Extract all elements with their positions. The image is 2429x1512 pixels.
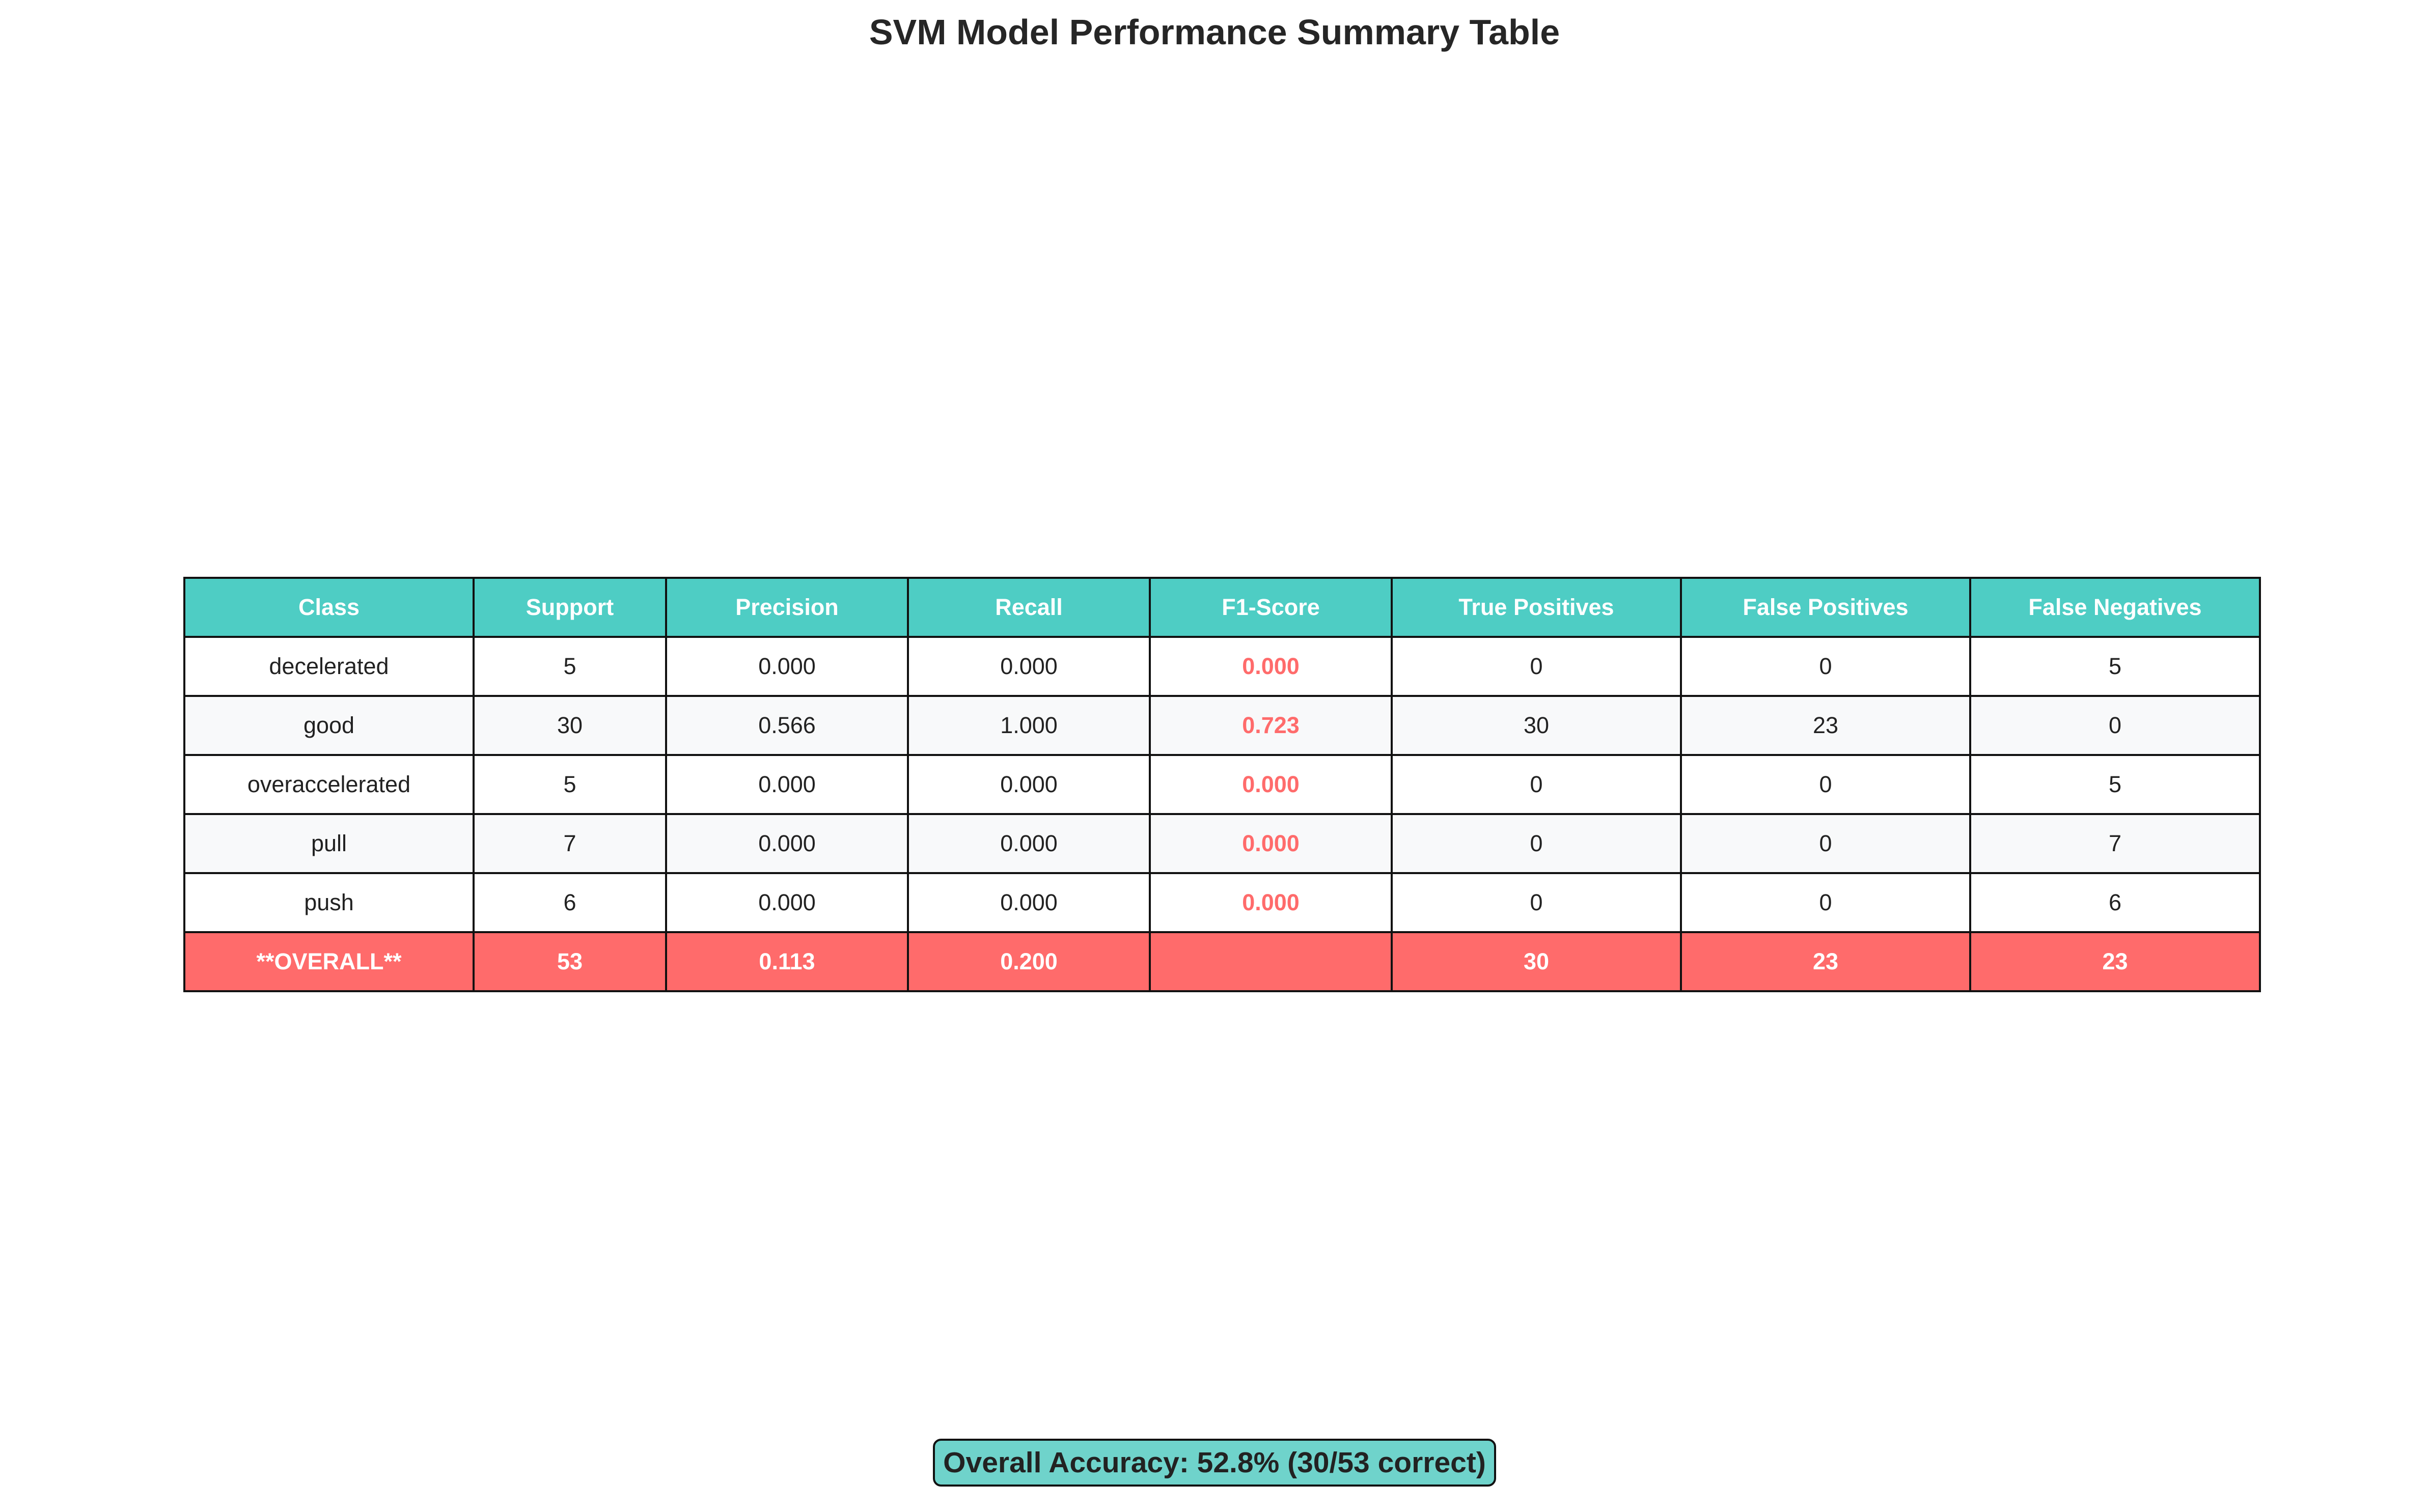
table-cell: 0 xyxy=(1680,754,1971,815)
header-cell: Recall xyxy=(907,577,1151,638)
f1-score-cell: 0.723 xyxy=(1149,695,1393,756)
overall-cell: 0.200 xyxy=(907,931,1151,992)
overall-cell: 23 xyxy=(1680,931,1971,992)
table-cell: 23 xyxy=(1680,695,1971,756)
f1-score-cell: 0.000 xyxy=(1149,813,1393,874)
table-cell: 7 xyxy=(1969,813,2261,874)
header-cell: Support xyxy=(473,577,667,638)
table-row: overaccelerated 5 0.000 0.000 0.000 0 0 … xyxy=(183,754,2261,815)
table-row: push 6 0.000 0.000 0.000 0 0 6 xyxy=(183,872,2261,933)
table-cell: pull xyxy=(183,813,475,874)
header-cell: F1-Score xyxy=(1149,577,1393,638)
overall-cell: 23 xyxy=(1969,931,2261,992)
table-cell: 5 xyxy=(1969,754,2261,815)
table-cell: 0 xyxy=(1391,754,1682,815)
table-cell: 0.000 xyxy=(907,872,1151,933)
table-cell: push xyxy=(183,872,475,933)
table-row: decelerated 5 0.000 0.000 0.000 0 0 5 xyxy=(183,636,2261,697)
table-cell: 0.000 xyxy=(907,754,1151,815)
header-cell: False Positives xyxy=(1680,577,1971,638)
table-cell: 0.000 xyxy=(907,813,1151,874)
table-cell: 7 xyxy=(473,813,667,874)
overall-cell: **OVERALL** xyxy=(183,931,475,992)
table-header-row: Class Support Precision Recall F1-Score … xyxy=(183,577,2261,638)
table-cell: decelerated xyxy=(183,636,475,697)
table-cell: 0.000 xyxy=(907,636,1151,697)
accuracy-text: Overall Accuracy: 52.8% (30/53 correct) xyxy=(933,1439,1496,1487)
table-cell: 0 xyxy=(1680,636,1971,697)
table-cell: 6 xyxy=(473,872,667,933)
table-cell: 0 xyxy=(1680,872,1971,933)
table-cell: 1.000 xyxy=(907,695,1151,756)
header-cell: True Positives xyxy=(1391,577,1682,638)
header-cell: Precision xyxy=(665,577,909,638)
performance-table: Class Support Precision Recall F1-Score … xyxy=(183,577,2261,992)
f1-score-cell: 0.000 xyxy=(1149,754,1393,815)
table-cell: overaccelerated xyxy=(183,754,475,815)
table-cell: 0.000 xyxy=(665,636,909,697)
table-cell: 5 xyxy=(1969,636,2261,697)
table-cell: 0 xyxy=(1391,872,1682,933)
overall-cell: 53 xyxy=(473,931,667,992)
table-cell: 30 xyxy=(1391,695,1682,756)
table-cell: 0 xyxy=(1680,813,1971,874)
table-cell: 5 xyxy=(473,754,667,815)
table-row: good 30 0.566 1.000 0.723 30 23 0 xyxy=(183,695,2261,756)
f1-score-cell: 0.000 xyxy=(1149,636,1393,697)
table-cell: good xyxy=(183,695,475,756)
overall-cell: 30 xyxy=(1391,931,1682,992)
table-cell: 0.000 xyxy=(665,754,909,815)
table-cell: 0 xyxy=(1391,813,1682,874)
chart-title: SVM Model Performance Summary Table xyxy=(869,12,1560,52)
header-cell: Class xyxy=(183,577,475,638)
table-cell: 0.000 xyxy=(665,813,909,874)
table-row: pull 7 0.000 0.000 0.000 0 0 7 xyxy=(183,813,2261,874)
header-cell: False Negatives xyxy=(1969,577,2261,638)
f1-score-cell: 0.000 xyxy=(1149,872,1393,933)
table-cell: 0.566 xyxy=(665,695,909,756)
table-cell: 0 xyxy=(1391,636,1682,697)
overall-row: **OVERALL** 53 0.113 0.200 30 23 23 xyxy=(183,931,2261,992)
accuracy-banner: Overall Accuracy: 52.8% (30/53 correct) xyxy=(0,1439,2429,1487)
overall-cell xyxy=(1149,931,1393,992)
table-cell: 30 xyxy=(473,695,667,756)
overall-cell: 0.113 xyxy=(665,931,909,992)
table-cell: 5 xyxy=(473,636,667,697)
table-cell: 0 xyxy=(1969,695,2261,756)
table-cell: 0.000 xyxy=(665,872,909,933)
table-cell: 6 xyxy=(1969,872,2261,933)
